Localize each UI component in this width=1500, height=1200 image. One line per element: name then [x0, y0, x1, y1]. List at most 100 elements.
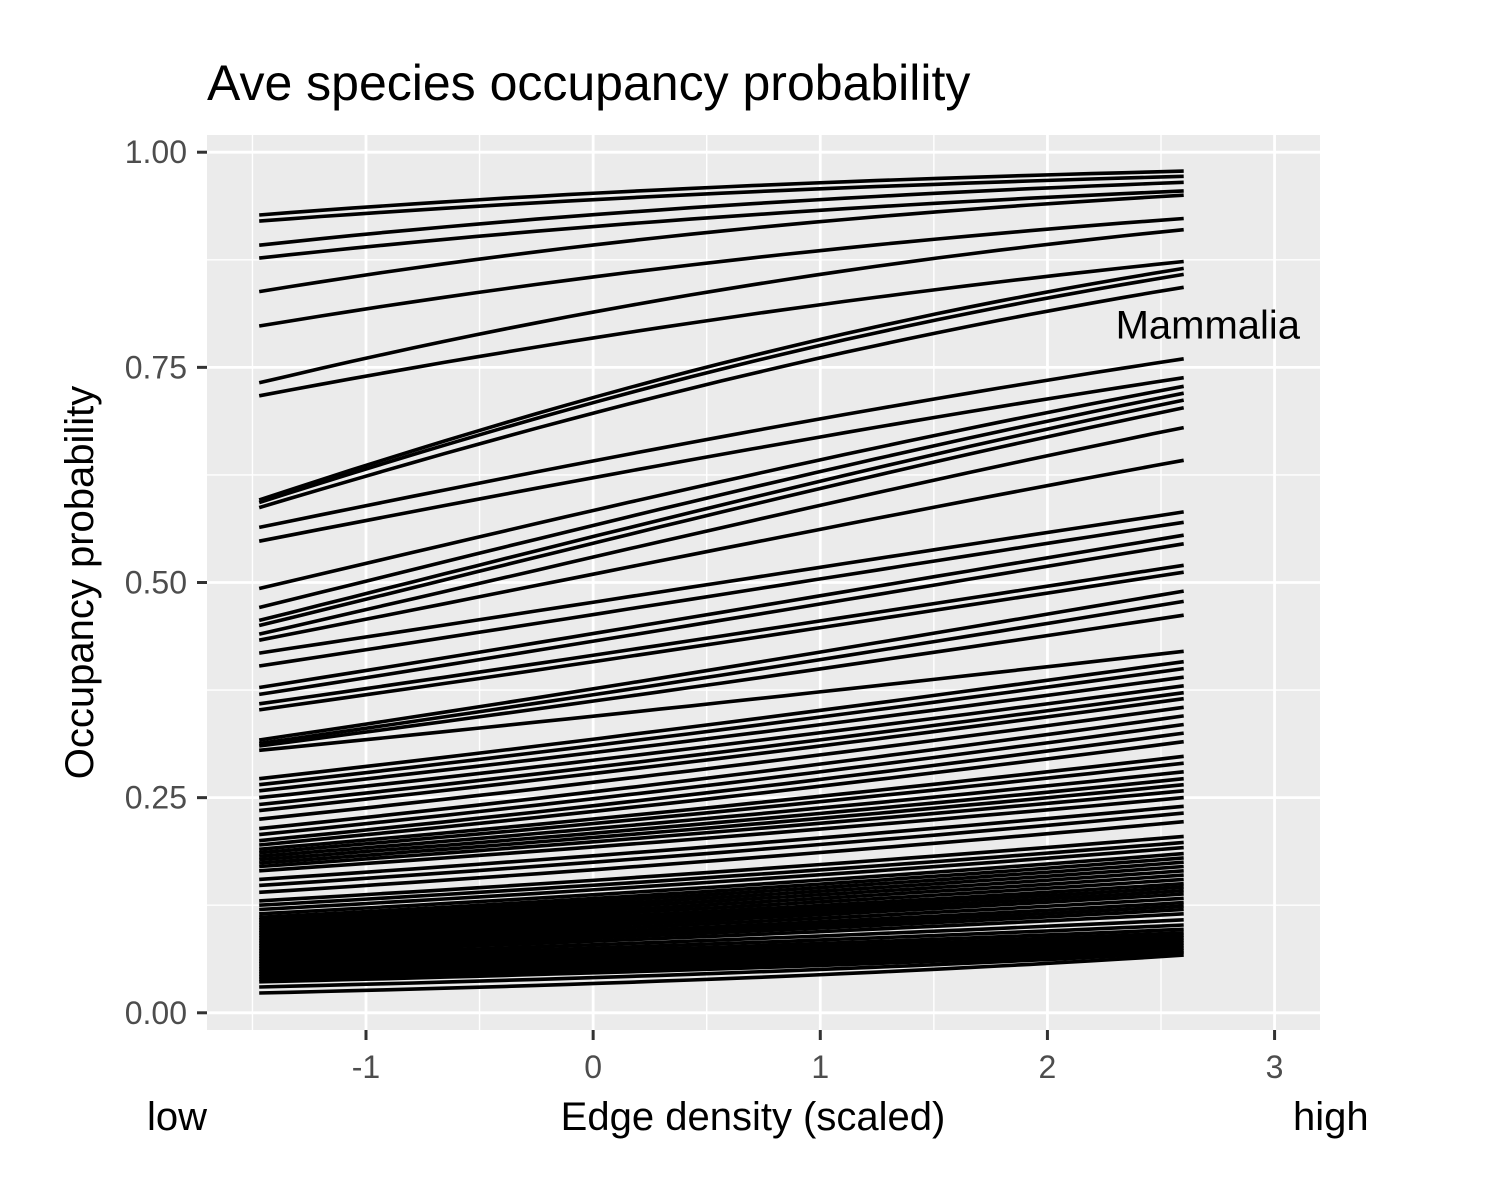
series-line-58	[259, 869, 1184, 927]
x-low-label: low	[147, 1095, 207, 1139]
series-line-8	[258, 259, 1184, 398]
y-tick-label: 1.00	[125, 134, 187, 170]
x-tick-label: 1	[811, 1049, 829, 1085]
series-line-3	[259, 180, 1184, 247]
series-line-20	[258, 510, 1184, 655]
series-line-36	[259, 705, 1184, 821]
series-line-12	[258, 357, 1184, 530]
series-line-34	[259, 690, 1184, 807]
series-line-45	[259, 782, 1184, 865]
series-line-70	[259, 918, 1184, 958]
series-line-32	[259, 675, 1184, 793]
series-line-38	[259, 722, 1184, 837]
series-line-9	[258, 266, 1184, 502]
series-line-44	[259, 776, 1184, 862]
series-line-33	[259, 684, 1184, 800]
series-line-67	[259, 904, 1184, 950]
series-line-10	[258, 272, 1184, 505]
series-line-61	[259, 881, 1184, 935]
series-line-35	[259, 696, 1184, 813]
series-line-55	[259, 856, 1184, 920]
y-tick-label: 0.50	[125, 565, 187, 601]
series-line-73	[259, 931, 1184, 966]
series-line-7	[258, 227, 1184, 385]
series-line-13	[258, 375, 1184, 543]
series-line-50	[259, 819, 1184, 895]
series-line-71	[259, 923, 1184, 961]
x-tick-label: -1	[352, 1049, 380, 1085]
series-line-59	[259, 873, 1184, 930]
series-line-4	[259, 189, 1184, 260]
series-line-80	[259, 949, 1184, 984]
series-line-18	[258, 425, 1185, 636]
series-line-26	[258, 589, 1184, 742]
series-line-40	[259, 739, 1184, 847]
x-tick-label: 3	[1266, 1049, 1284, 1085]
series-line-57	[259, 864, 1184, 925]
series-line-19	[258, 458, 1185, 642]
series-line-29	[259, 649, 1184, 753]
axes: -1 0 1 2 3 0.00 0.25 0.50 0.75 1.00	[125, 134, 1284, 1085]
chart-title: Ave species occupancy probability	[207, 55, 970, 111]
series-line-76	[259, 938, 1184, 974]
series-line-15	[258, 391, 1185, 610]
series-line-74	[259, 933, 1184, 969]
series-line-2	[259, 174, 1184, 223]
series-line-60	[259, 877, 1184, 932]
y-tick-label: 0.00	[125, 995, 187, 1031]
series-line-79	[259, 946, 1184, 981]
series-line-31	[259, 666, 1184, 787]
series-line-68	[259, 907, 1184, 953]
x-tick-label: 2	[1039, 1049, 1057, 1085]
series-line-21	[258, 520, 1184, 668]
series-line-1	[259, 169, 1184, 217]
series-line-51	[259, 834, 1184, 903]
series-line-56	[259, 860, 1184, 922]
series-line-30	[258, 659, 1184, 781]
series-line-77	[259, 941, 1184, 976]
series-line-48	[259, 804, 1184, 882]
series-line-81	[259, 950, 1184, 989]
series-line-11	[258, 285, 1184, 510]
series-line-62	[259, 885, 1184, 938]
series-line-82	[259, 953, 1184, 995]
series-line-63	[259, 888, 1184, 940]
x-tick-label: 0	[584, 1049, 602, 1085]
series-line-14	[258, 384, 1185, 591]
series-line-64	[259, 892, 1184, 943]
series-line-53	[259, 845, 1184, 912]
series-line-23	[258, 542, 1184, 697]
series-line-46	[259, 789, 1184, 869]
series-line-41	[259, 754, 1184, 852]
series-line-16	[258, 398, 1185, 623]
series-line-39	[259, 731, 1184, 843]
series-line-27	[258, 599, 1184, 746]
series-line-43	[259, 770, 1184, 858]
y-tick-label: 0.25	[125, 780, 187, 816]
x-high-label: high	[1293, 1095, 1369, 1139]
y-tick-label: 0.75	[125, 349, 187, 385]
series-line-65	[259, 896, 1184, 945]
series-line-42	[259, 761, 1184, 855]
mammalia-annotation: Mammalia	[1116, 303, 1301, 347]
series-line-28	[258, 613, 1184, 748]
series-line-49	[259, 811, 1184, 888]
series-line-37	[259, 714, 1184, 831]
x-axis-title: Edge density (scaled)	[561, 1095, 946, 1139]
series-line-75	[259, 936, 1184, 971]
series-lines	[258, 169, 1185, 995]
series-line-69	[259, 912, 1184, 956]
series-line-22	[258, 533, 1184, 690]
series-line-5	[258, 193, 1184, 294]
series-line-6	[258, 216, 1184, 328]
series-line-66	[259, 900, 1184, 948]
y-axis-title: Occupancy probability	[58, 386, 102, 780]
series-line-78	[259, 943, 1184, 979]
series-line-54	[259, 851, 1184, 916]
series-line-25	[258, 570, 1184, 712]
series-line-47	[259, 795, 1184, 873]
series-line-52	[259, 840, 1184, 907]
series-line-17	[258, 406, 1185, 628]
series-line-72	[259, 927, 1184, 963]
